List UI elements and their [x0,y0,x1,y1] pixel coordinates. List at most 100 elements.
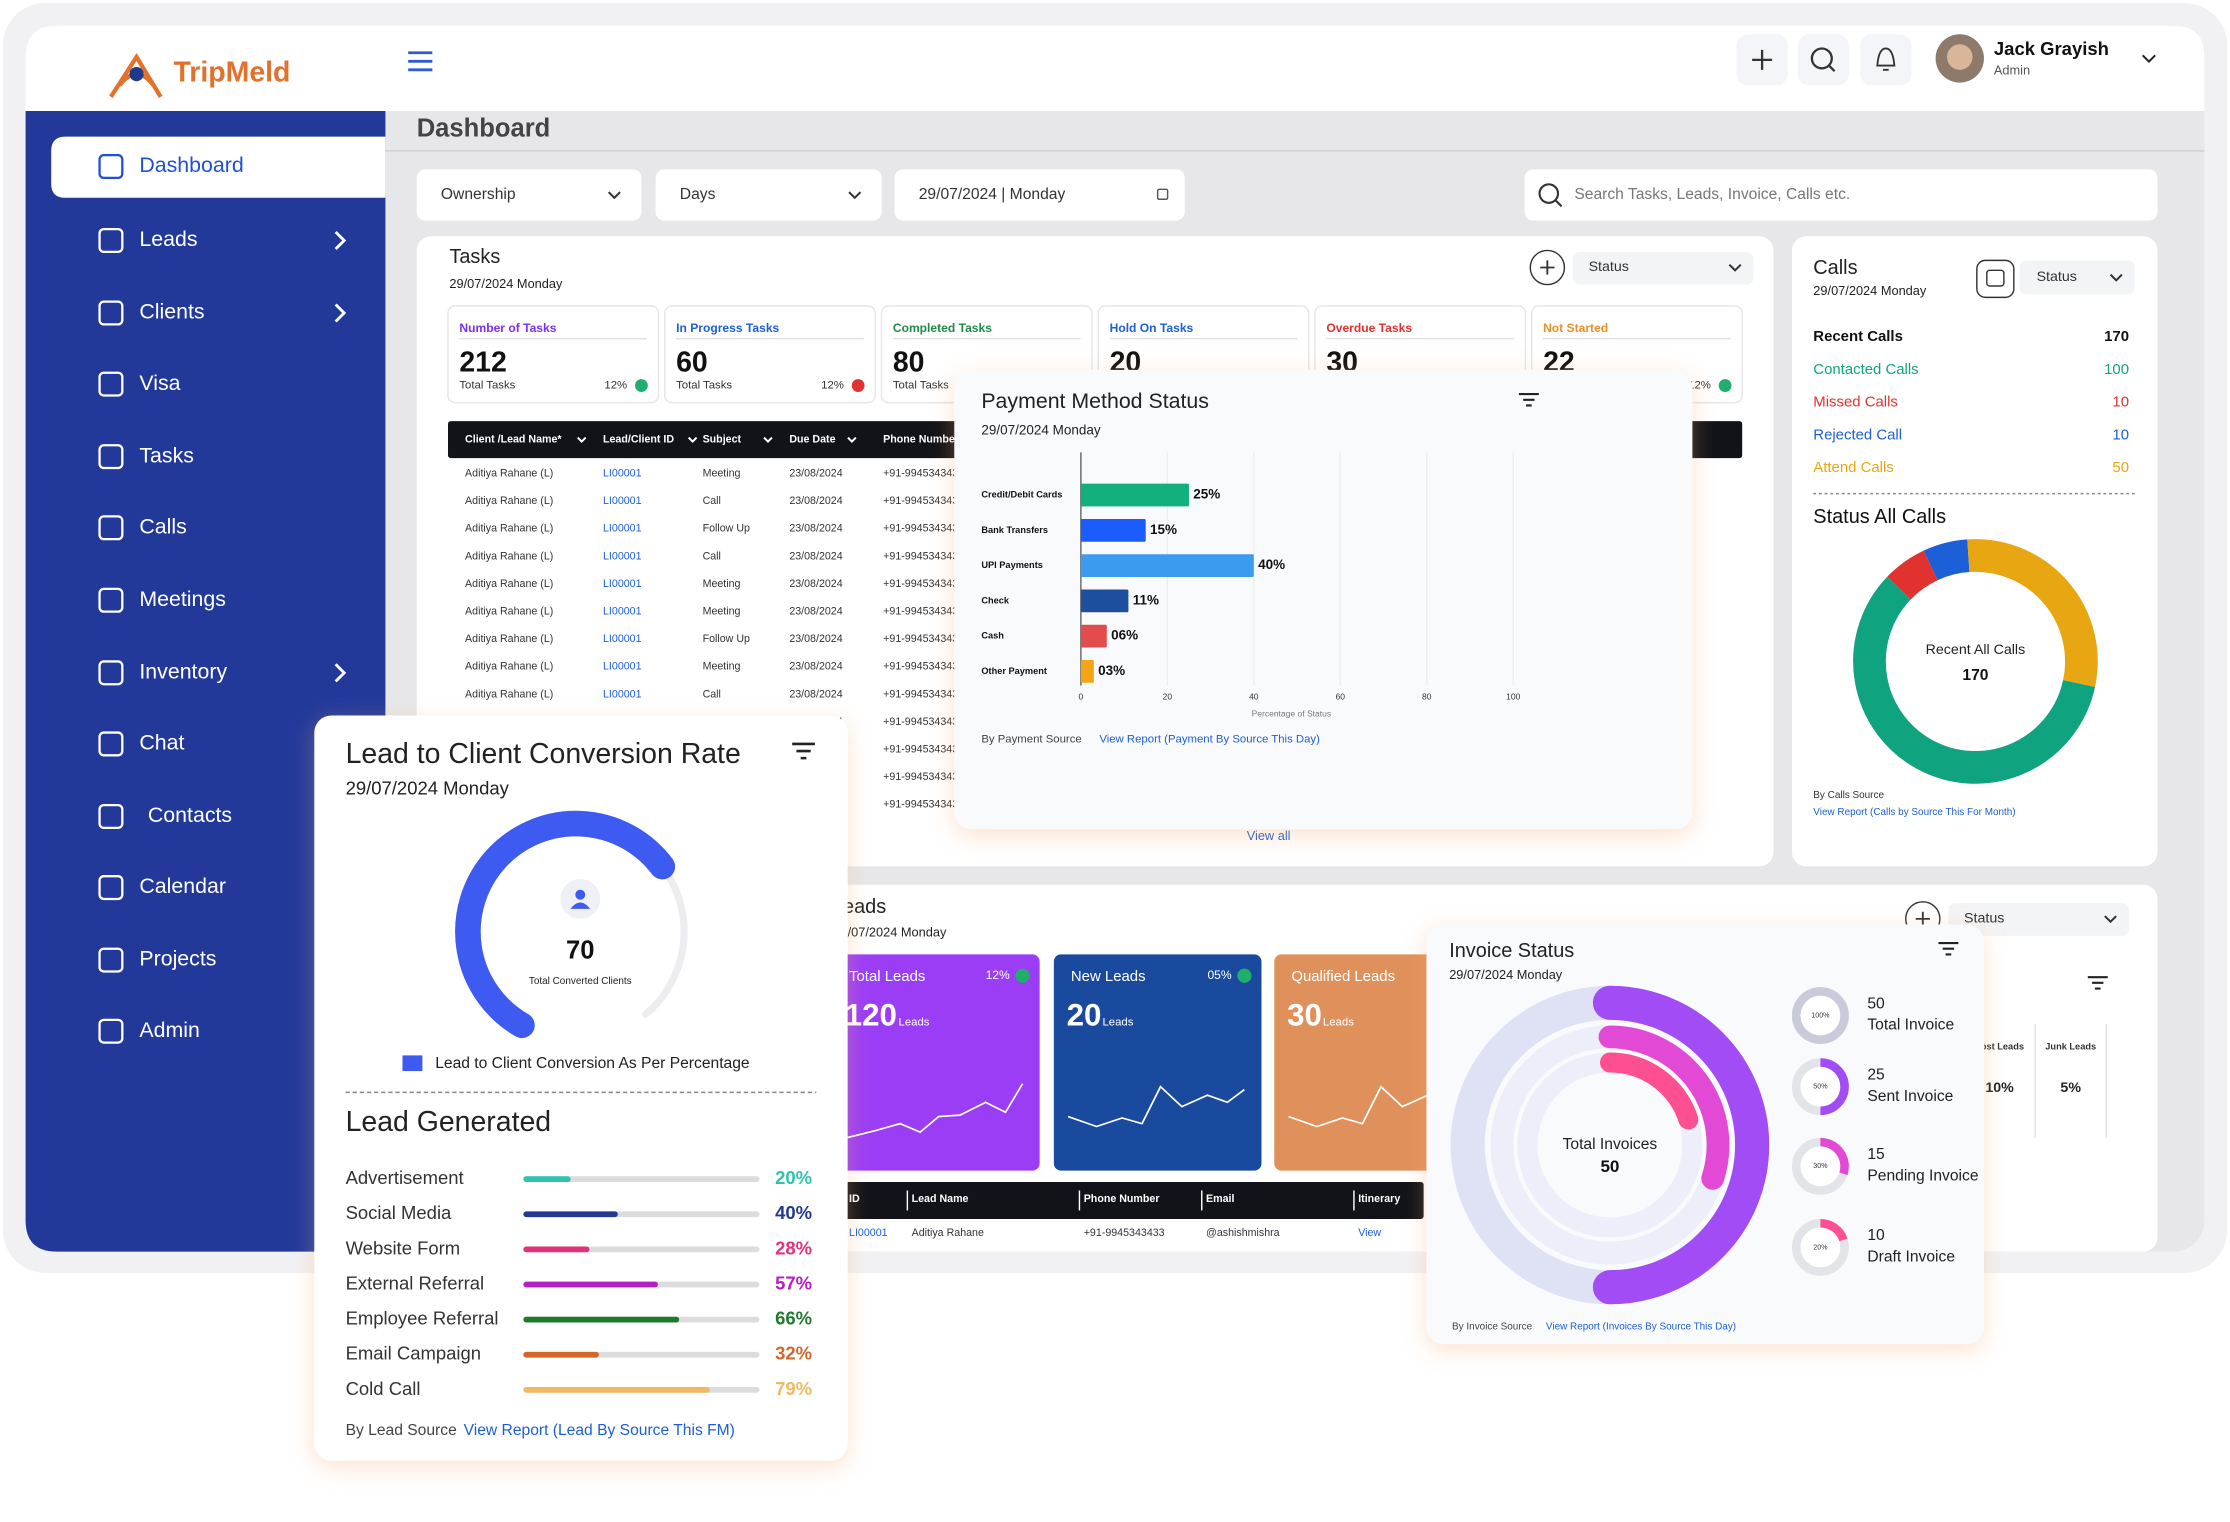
nav-item[interactable]: Projects [139,947,216,971]
table-cell: +91-9945343433 [883,495,964,507]
footer-label: By Calls Source [1813,790,1884,801]
nav-item[interactable]: Meetings [139,587,226,611]
search-box[interactable] [1524,169,2158,221]
call-type: Recent Calls [1813,328,1903,345]
chevron [763,436,773,443]
call-type: Attend Calls [1813,459,1893,476]
nav-item[interactable]: Visa [139,371,180,395]
search-icon [1538,183,1560,204]
invoice-type: Draft Invoice [1867,1248,1955,1265]
table-cell: +91-9945343433 [883,661,964,673]
report-link[interactable]: View Report (Calls by Source This For Mo… [1813,807,2015,818]
bar-track [523,1176,760,1182]
lead-card-unit: Leads [1323,1017,1354,1029]
nav-item[interactable]: Tasks [139,443,194,467]
nav-item[interactable]: Calls [139,514,186,538]
side-column-label: Junk Leads [2045,1041,2096,1051]
mini-ring-arc [1820,1137,1849,1176]
column-header: Lead/Client ID [603,433,674,445]
status-dropdown[interactable] [1572,251,1754,285]
source-name: Email Campaign [346,1343,482,1364]
filter-dropdown[interactable] [894,169,1185,221]
table-cell: Aditiya Rahane (L) [465,633,553,645]
table-cell: +91-9945343433 [883,633,964,645]
table-cell: +91-9945343433 [883,578,964,590]
side-column-value: 5% [2060,1080,2081,1096]
lead-card-label: New Leads [1071,968,1146,985]
nav-icon [98,227,124,253]
nav-icon [98,444,124,470]
call-type: Missed Calls [1813,394,1898,411]
side-column-label: Lost Leads [1975,1041,2024,1051]
mini-ring-label: 100% [1811,1011,1830,1019]
table-cell: Aditiya Rahane (L) [465,578,553,590]
lead-card-value: 30 [1287,997,1322,1032]
column-header: Email [1206,1193,1234,1205]
table-header [834,1181,1424,1219]
report-link[interactable]: View Report (Invoices By Source This Day… [1546,1322,1736,1333]
lead-card [831,954,1040,1171]
table-cell: +91-9945343433 [883,523,964,535]
filter-dropdown[interactable] [416,169,642,221]
invoice-count: 25 [1867,1066,1885,1083]
nav-item[interactable]: Admin [139,1018,199,1042]
x-tick-label: 20 [1163,691,1173,701]
bar [523,1211,618,1218]
search-button[interactable] [1797,34,1849,86]
status-dropdown[interactable] [2019,260,2135,295]
table-cell: Aditiya Rahane (L) [465,523,553,535]
calendar-button[interactable] [1976,259,2015,299]
data-label: 79% [775,1378,812,1399]
nav-chevron [334,303,347,323]
table-cell: +91-9945343433 [883,771,964,783]
header-bar [25,25,2205,112]
invoice-count: 50 [1867,995,1885,1012]
nav-chevron [334,663,347,683]
stat-sub: Total Tasks [459,380,515,392]
search-icon [1555,199,1563,208]
call-count: 170 [2104,328,2129,345]
nav-icon [98,154,124,180]
user-icon [575,889,586,900]
card-title: Lead Generated [346,1106,552,1138]
invoice-count: 15 [1867,1146,1885,1163]
nav-item[interactable]: Chat [139,731,184,755]
report-link[interactable]: View Report (Lead By Source This FM) [464,1422,735,1439]
table-cell[interactable]: View [1358,1227,1381,1239]
view-all-link[interactable]: View all [1247,828,1291,843]
y-tick-label: Check [981,595,1010,605]
bell-button[interactable] [1860,34,1912,86]
nav-icon [98,1018,124,1044]
nav-chevron [334,230,347,251]
nav-item[interactable]: Leads [139,227,197,251]
dropdown-label: Status [1964,911,2004,927]
stat-card [447,305,660,404]
stat-label: In Progress Tasks [676,321,779,335]
mini-ring-arc [1791,987,1849,1045]
status-dropdown[interactable] [1948,903,2130,936]
nav-icon [98,803,124,829]
call-type: Rejected Call [1813,426,1902,443]
bar [523,1387,710,1393]
nav-item[interactable]: Calendar [139,874,226,898]
table-cell: Meeting [703,661,741,673]
nav-item[interactable]: Inventory [139,659,227,683]
nav-item[interactable]: Dashboard [139,153,243,177]
filter-dropdown[interactable] [655,169,882,221]
icon [1810,47,1833,70]
filter-label: 29/07/2024 | Monday [919,186,1066,203]
donut-segment [1967,539,2098,687]
donut-segment [1853,576,2096,784]
trend-dot [1237,968,1252,983]
nav-item[interactable]: Clients [139,300,204,324]
mini-ring-arc [1820,1218,1848,1242]
donut-center-value: 170 [1962,667,1988,684]
nav-item[interactable]: Contacts [148,803,232,827]
nav-icon [98,875,124,901]
card-date: 29/07/2024 Monday [1449,967,1563,982]
report-link[interactable]: View Report (Payment By Source This Day) [1099,734,1320,746]
table-cell: +91-9945343433 [1084,1227,1165,1239]
y-tick-label: Other Payment [981,666,1047,676]
card-date: 29/07/2024 Monday [833,924,947,939]
